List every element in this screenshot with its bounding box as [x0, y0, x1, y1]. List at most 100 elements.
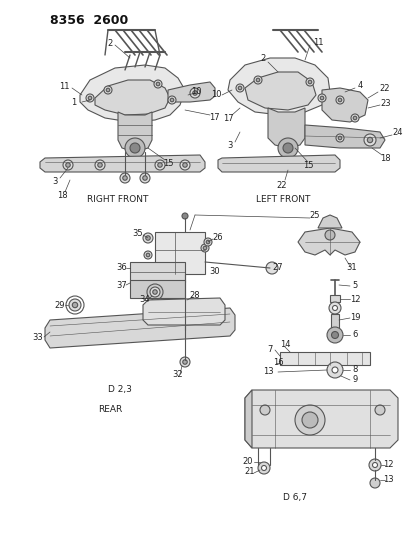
Text: 26: 26	[212, 232, 223, 241]
Circle shape	[142, 176, 147, 180]
Text: 23: 23	[380, 99, 390, 108]
Circle shape	[337, 136, 341, 140]
Circle shape	[305, 78, 313, 86]
Circle shape	[326, 327, 342, 343]
Circle shape	[168, 96, 175, 104]
Bar	[155, 232, 204, 274]
Circle shape	[324, 230, 334, 240]
Text: D 6,7: D 6,7	[282, 494, 306, 503]
Circle shape	[88, 96, 92, 100]
Text: 17: 17	[208, 112, 219, 122]
Circle shape	[157, 163, 162, 167]
Text: 13: 13	[382, 475, 392, 484]
Circle shape	[86, 94, 94, 102]
Circle shape	[335, 96, 343, 104]
Circle shape	[143, 233, 153, 243]
Polygon shape	[95, 80, 170, 115]
Text: 18: 18	[56, 191, 67, 200]
Circle shape	[331, 332, 338, 338]
Bar	[130, 280, 184, 298]
Circle shape	[317, 94, 325, 102]
Circle shape	[122, 176, 127, 180]
Bar	[330, 314, 338, 328]
Polygon shape	[317, 215, 341, 228]
Text: D 2,3: D 2,3	[108, 385, 132, 394]
Text: LEFT FRONT: LEFT FRONT	[255, 196, 310, 205]
Circle shape	[319, 96, 323, 100]
Polygon shape	[297, 228, 359, 255]
Circle shape	[257, 462, 270, 474]
Circle shape	[238, 86, 241, 90]
Circle shape	[203, 246, 206, 250]
Text: 24: 24	[392, 127, 402, 136]
Circle shape	[308, 80, 311, 84]
Polygon shape	[143, 298, 225, 325]
Text: 32: 32	[172, 370, 183, 379]
Circle shape	[154, 80, 162, 88]
Circle shape	[72, 302, 78, 308]
Text: 11: 11	[58, 82, 69, 91]
Circle shape	[352, 116, 356, 120]
Text: 12: 12	[382, 461, 392, 470]
Text: 17: 17	[222, 114, 233, 123]
Circle shape	[277, 138, 297, 158]
Circle shape	[95, 160, 105, 170]
Circle shape	[369, 478, 379, 488]
Circle shape	[261, 465, 266, 471]
Circle shape	[182, 163, 187, 167]
Text: 14: 14	[279, 341, 290, 350]
Circle shape	[368, 459, 380, 471]
Polygon shape	[245, 390, 252, 448]
Circle shape	[139, 173, 150, 183]
Circle shape	[182, 213, 188, 219]
Text: 33: 33	[33, 334, 43, 343]
Circle shape	[146, 253, 149, 257]
Circle shape	[350, 114, 358, 122]
Text: 11: 11	[312, 37, 322, 46]
Circle shape	[180, 160, 189, 170]
Bar	[130, 262, 184, 282]
Text: 15: 15	[302, 160, 312, 169]
Text: 3: 3	[52, 177, 58, 187]
Text: 28: 28	[189, 290, 200, 300]
Text: 27: 27	[272, 263, 283, 272]
Text: 35: 35	[133, 230, 143, 238]
Polygon shape	[45, 308, 234, 348]
Circle shape	[374, 405, 384, 415]
Polygon shape	[168, 82, 214, 102]
Circle shape	[328, 302, 340, 314]
Circle shape	[331, 367, 337, 373]
Polygon shape	[118, 112, 152, 152]
Text: 5: 5	[351, 280, 357, 289]
Circle shape	[294, 405, 324, 435]
Text: 18: 18	[379, 154, 389, 163]
Text: 6: 6	[351, 330, 357, 340]
Circle shape	[180, 328, 189, 336]
Circle shape	[182, 360, 187, 364]
Polygon shape	[279, 352, 369, 365]
Circle shape	[200, 244, 209, 252]
Text: 10: 10	[210, 90, 221, 99]
Circle shape	[206, 240, 209, 244]
Bar	[329, 295, 339, 302]
Circle shape	[256, 78, 259, 82]
Circle shape	[155, 160, 164, 170]
Circle shape	[153, 290, 157, 294]
Circle shape	[104, 86, 112, 94]
Circle shape	[335, 134, 343, 142]
Polygon shape	[245, 390, 397, 448]
Circle shape	[326, 362, 342, 378]
Polygon shape	[218, 155, 339, 172]
Text: 22: 22	[276, 181, 287, 190]
Circle shape	[363, 134, 375, 146]
Polygon shape	[267, 108, 304, 148]
Text: 12: 12	[349, 295, 360, 303]
Circle shape	[69, 299, 81, 311]
Circle shape	[282, 143, 292, 153]
Text: 29: 29	[55, 301, 65, 310]
Text: 36: 36	[116, 263, 127, 272]
Circle shape	[259, 405, 270, 415]
Text: 22: 22	[379, 84, 389, 93]
Circle shape	[192, 91, 197, 95]
Text: 15: 15	[162, 158, 173, 167]
